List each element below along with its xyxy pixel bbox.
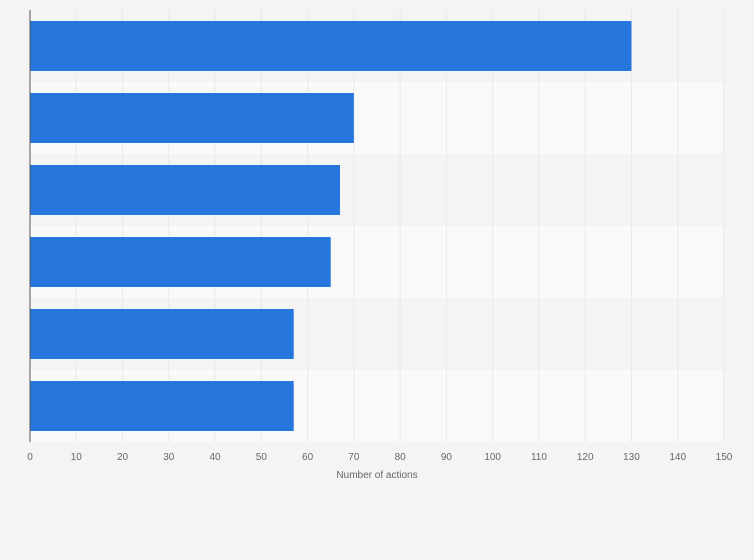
x-tick-label: 150	[716, 452, 733, 463]
bars	[30, 21, 632, 431]
x-tick-label: 60	[302, 452, 314, 463]
bar	[30, 21, 632, 71]
x-tick-label: 20	[117, 452, 129, 463]
x-tick-label: 30	[163, 452, 175, 463]
bar	[30, 309, 294, 359]
x-tick-label: 100	[484, 452, 501, 463]
x-tick-label: 50	[256, 452, 268, 463]
x-tick-label: 120	[577, 452, 594, 463]
x-tick-label: 10	[71, 452, 83, 463]
bar	[30, 93, 354, 143]
row-bands	[30, 10, 724, 442]
bar	[30, 237, 331, 287]
bar	[30, 165, 340, 215]
x-tick-labels: 0 10 20 30 40 50 60 70 80 90 100 110 120 130 140 150	[27, 452, 733, 463]
x-tick-label: 90	[441, 452, 453, 463]
x-tick-label: 80	[395, 452, 407, 463]
x-tick-label: 40	[210, 452, 222, 463]
gridlines	[75, 10, 725, 442]
x-axis-title: Number of actions	[336, 470, 417, 481]
x-tick-label: 0	[27, 452, 33, 463]
bar	[30, 381, 294, 431]
x-tick-label: 70	[348, 452, 360, 463]
x-tick-label: 130	[623, 452, 640, 463]
x-tick-label: 140	[669, 452, 686, 463]
x-tick-label: 110	[531, 452, 547, 463]
